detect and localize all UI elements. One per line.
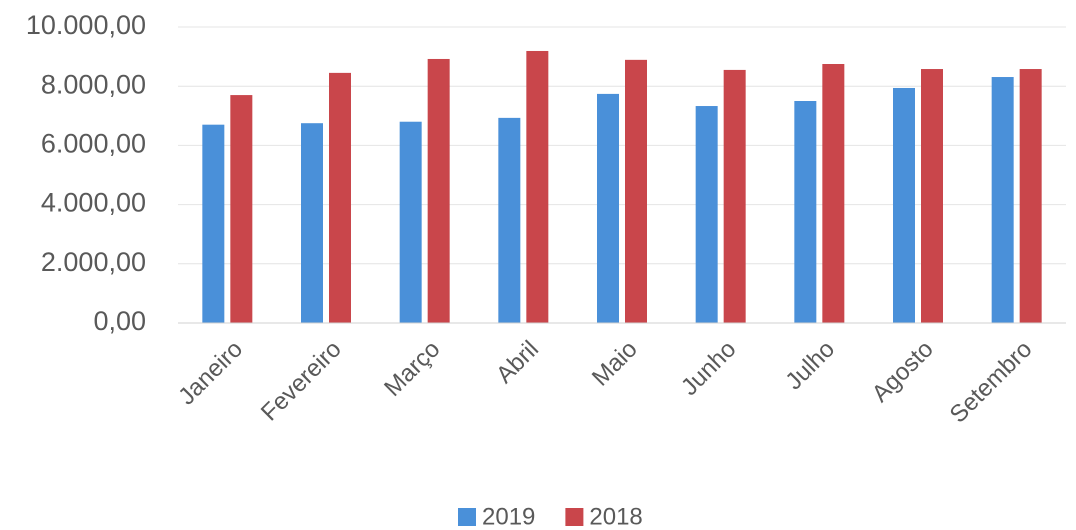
bar: [427, 58, 450, 324]
bar: [597, 93, 619, 323]
bar: [695, 106, 718, 323]
bar: [921, 69, 943, 323]
bar: [301, 123, 323, 323]
bar: [498, 117, 521, 323]
bar: [230, 95, 253, 323]
bar: [526, 50, 549, 323]
bar: [723, 69, 746, 323]
x-tick-label: Julho: [780, 336, 840, 396]
legend-label: 2018: [589, 503, 642, 530]
bar: [202, 124, 225, 324]
y-tick-label: 4.000,00: [41, 188, 146, 218]
bar: [822, 64, 845, 323]
x-tick-label: Janeiro: [173, 336, 248, 411]
y-tick-label: 2.000,00: [41, 247, 146, 277]
x-tick-label: Junho: [676, 336, 741, 401]
x-tick-label: Maio: [587, 336, 643, 392]
x-tick-label: Fevereiro: [256, 336, 347, 427]
legend-label: 2019: [482, 503, 535, 530]
bar: [991, 77, 1014, 323]
y-tick-label: 6.000,00: [41, 129, 146, 159]
x-tick-label: Abril: [491, 336, 544, 389]
legend-swatch: [458, 508, 476, 526]
x-tick-label: Setembro: [945, 336, 1038, 429]
x-tick-label: Março: [379, 336, 445, 402]
bar: [399, 121, 422, 323]
bar: [1019, 69, 1042, 323]
y-tick-label: 8.000,00: [41, 69, 146, 99]
legend-swatch: [565, 508, 584, 526]
x-tick-label: Agosto: [867, 336, 939, 408]
bar: [794, 101, 817, 323]
bar: [893, 87, 915, 323]
y-tick-label: 10.000,00: [26, 10, 146, 40]
bar: [625, 59, 647, 324]
bar: [329, 72, 351, 323]
y-tick-label: 0,00: [93, 306, 146, 336]
